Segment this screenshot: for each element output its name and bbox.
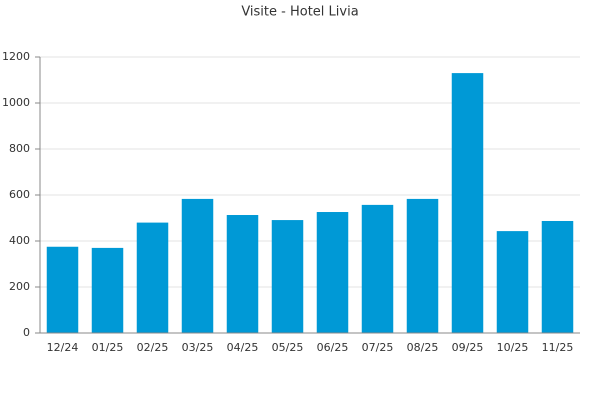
y-tick-label: 0	[23, 326, 30, 339]
x-tick-label: 05/25	[272, 341, 304, 354]
x-tick-label: 09/25	[452, 341, 484, 354]
bar	[496, 231, 529, 333]
x-tick-label: 11/25	[542, 341, 574, 354]
bar	[271, 220, 304, 333]
y-tick-label: 1000	[2, 96, 30, 109]
bar	[406, 198, 439, 333]
bar	[361, 204, 394, 333]
x-tick-label: 01/25	[92, 341, 124, 354]
y-tick-label: 200	[9, 280, 30, 293]
y-tick-label: 800	[9, 142, 30, 155]
bar	[541, 220, 574, 333]
bar	[226, 215, 259, 333]
bar	[316, 212, 349, 333]
y-tick-label: 400	[9, 234, 30, 247]
x-tick-label: 07/25	[362, 341, 394, 354]
chart-title: Visite - Hotel Livia	[241, 5, 358, 20]
bar	[46, 246, 79, 333]
x-tick-label: 10/25	[497, 341, 529, 354]
bar	[91, 247, 124, 333]
bar	[451, 73, 484, 333]
x-tick-label: 12/24	[47, 341, 79, 354]
bar	[181, 198, 214, 333]
x-tick-label: 08/25	[407, 341, 439, 354]
x-tick-label: 03/25	[182, 341, 214, 354]
x-tick-label: 02/25	[137, 341, 169, 354]
y-tick-label: 1200	[2, 50, 30, 63]
y-tick-label: 600	[9, 188, 30, 201]
bar	[136, 222, 169, 333]
x-tick-label: 06/25	[317, 341, 349, 354]
x-tick-label: 04/25	[227, 341, 259, 354]
